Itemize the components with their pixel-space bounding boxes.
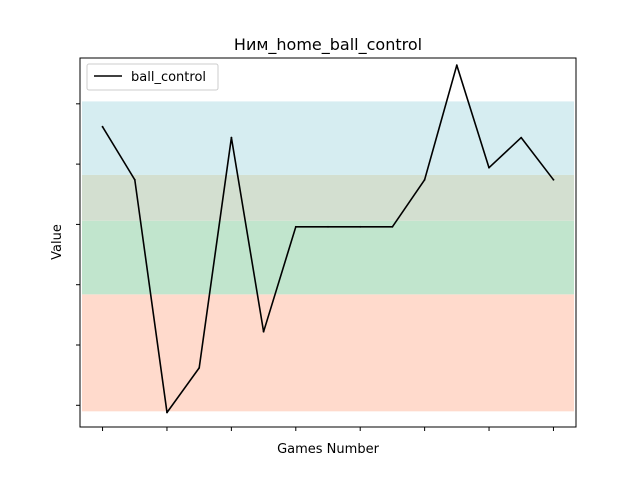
background-bands xyxy=(82,101,574,411)
data-point xyxy=(553,179,555,181)
band-3 xyxy=(82,101,574,175)
band-0 xyxy=(82,294,574,411)
data-point xyxy=(424,179,426,181)
data-point xyxy=(456,64,458,66)
data-point xyxy=(520,137,522,139)
data-point xyxy=(231,137,233,139)
chart-title: Ним_home_ball_control xyxy=(234,35,422,55)
data-point xyxy=(295,226,297,228)
data-point xyxy=(327,226,329,228)
data-point xyxy=(166,412,168,414)
data-point xyxy=(198,367,200,369)
data-point xyxy=(102,126,104,128)
data-point xyxy=(263,331,265,333)
legend-entry-ball-control: ball_control xyxy=(131,70,206,85)
x-axis-label: Games Number xyxy=(277,442,379,457)
band-1 xyxy=(82,221,574,295)
y-axis-label: Value xyxy=(50,224,65,260)
legend: ball_control xyxy=(87,64,218,90)
data-point xyxy=(359,226,361,228)
data-point xyxy=(392,226,394,228)
band-2 xyxy=(82,175,574,221)
data-point xyxy=(488,167,490,169)
data-point xyxy=(134,179,136,181)
